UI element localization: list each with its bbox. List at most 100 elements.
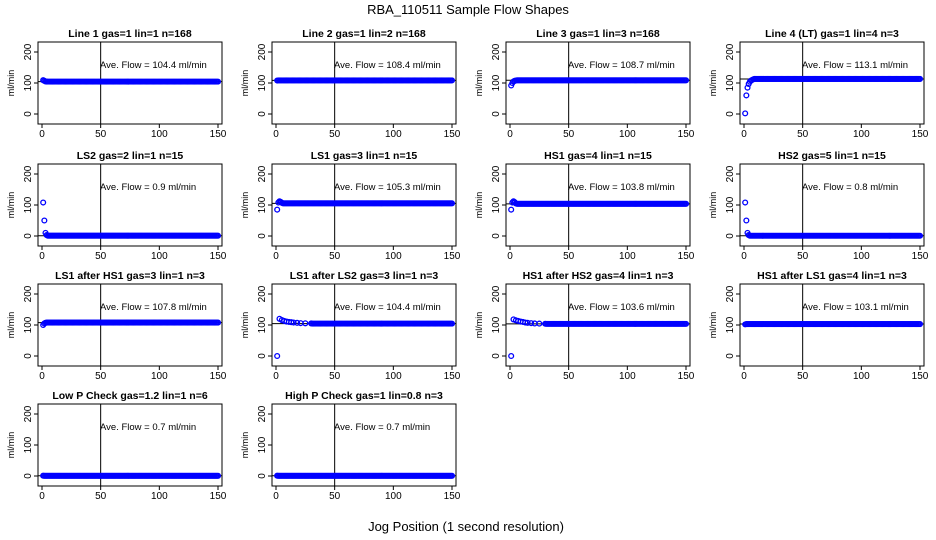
data-point <box>682 77 690 84</box>
y-axis-title: ml/min <box>708 70 718 97</box>
data-point <box>290 319 297 326</box>
y-tick-label: 100 <box>491 316 502 333</box>
average-flow-annotation: Ave. Flow = 108.4 ml/min <box>334 60 441 71</box>
x-tick-label: 50 <box>797 371 809 382</box>
x-tick-label: 50 <box>563 251 575 262</box>
y-tick-label: 100 <box>23 436 34 453</box>
data-point <box>214 232 222 239</box>
x-tick-label: 0 <box>39 129 45 140</box>
x-tick-label: 0 <box>741 371 747 382</box>
x-tick-label: 150 <box>678 129 695 140</box>
y-axis-title: ml/min <box>6 192 16 219</box>
average-flow-annotation: Ave. Flow = 105.3 ml/min <box>334 182 441 193</box>
panel-11: HS1 after HS2 gas=4 lin=1 n=3 0 50 100 150 0 1… <box>474 270 695 382</box>
data-point <box>682 320 690 327</box>
x-tick-label: 0 <box>273 251 279 262</box>
average-flow-annotation: Ave. Flow = 0.7 ml/min <box>334 422 430 433</box>
x-tick-label: 150 <box>210 491 227 502</box>
y-tick-label: 200 <box>257 405 268 422</box>
x-tick-label: 100 <box>619 129 636 140</box>
data-point <box>742 199 749 206</box>
panel-13: Low P Check gas=1.2 lin=1 n=6 0 50 100 150 0 1… <box>6 390 227 502</box>
y-axis-title: ml/min <box>6 312 16 339</box>
y-tick-label: 0 <box>23 111 34 117</box>
data-point <box>743 217 750 224</box>
data-point <box>682 200 690 207</box>
x-tick-label: 50 <box>563 129 575 140</box>
data-point <box>528 320 535 327</box>
panel-title: LS1 after HS1 gas=3 lin=1 n=3 <box>55 270 205 282</box>
x-tick-label: 150 <box>912 251 929 262</box>
x-tick-label: 100 <box>385 129 402 140</box>
panel-title: Line 4 (LT) gas=1 lin=4 n=3 <box>765 28 899 40</box>
data-point <box>302 320 309 327</box>
figure-title: RBA_110511 Sample Flow Shapes <box>367 2 569 17</box>
y-axis-title: ml/min <box>708 192 718 219</box>
data-point <box>214 78 222 85</box>
y-tick-label: 0 <box>257 353 268 359</box>
x-tick-label: 150 <box>678 251 695 262</box>
data-point <box>522 319 529 326</box>
data-point <box>448 200 456 207</box>
x-tick-label: 0 <box>741 251 747 262</box>
y-axis-title: ml/min <box>474 312 484 339</box>
x-tick-label: 0 <box>273 491 279 502</box>
panel-title: HS1 gas=4 lin=1 n=15 <box>544 150 652 162</box>
x-tick-label: 50 <box>329 129 341 140</box>
average-flow-annotation: Ave. Flow = 104.4 ml/min <box>334 302 441 313</box>
average-flow-annotation: Ave. Flow = 104.4 ml/min <box>100 60 207 71</box>
panel-6: LS1 gas=3 lin=1 n=15 0 50 100 150 0 100 200 ml/m… <box>240 150 461 262</box>
x-tick-label: 150 <box>210 251 227 262</box>
y-axis-title: ml/min <box>240 70 250 97</box>
y-tick-label: 100 <box>491 196 502 213</box>
y-tick-label: 100 <box>257 316 268 333</box>
data-point <box>536 320 543 327</box>
data-point <box>448 320 456 327</box>
x-tick-label: 50 <box>95 251 107 262</box>
y-tick-label: 100 <box>725 74 736 91</box>
data-point <box>743 92 750 99</box>
y-tick-label: 200 <box>725 43 736 60</box>
panel-10: LS1 after LS2 gas=3 lin=1 n=3 0 50 100 150 0 1… <box>240 270 461 382</box>
x-tick-label: 50 <box>95 371 107 382</box>
data-point <box>524 319 531 326</box>
y-tick-label: 200 <box>491 165 502 182</box>
data-point <box>744 84 751 91</box>
data-point <box>294 319 301 326</box>
x-tick-label: 50 <box>329 371 341 382</box>
data-point <box>41 217 48 224</box>
x-tick-label: 150 <box>678 371 695 382</box>
y-axis-title: ml/min <box>474 192 484 219</box>
average-flow-annotation: Ave. Flow = 107.8 ml/min <box>100 302 207 313</box>
x-tick-label: 100 <box>853 371 870 382</box>
x-tick-label: 100 <box>385 251 402 262</box>
x-tick-label: 100 <box>151 129 168 140</box>
x-tick-label: 0 <box>273 371 279 382</box>
y-tick-label: 200 <box>23 285 34 302</box>
data-point <box>448 77 456 84</box>
x-tick-label: 150 <box>210 371 227 382</box>
x-tick-label: 50 <box>95 491 107 502</box>
x-tick-label: 0 <box>39 491 45 502</box>
panel-title: HS1 after HS2 gas=4 lin=1 n=3 <box>523 270 674 282</box>
data-point <box>508 206 515 213</box>
y-tick-label: 100 <box>725 316 736 333</box>
y-tick-label: 200 <box>491 43 502 60</box>
average-flow-annotation: Ave. Flow = 103.1 ml/min <box>802 302 909 313</box>
x-tick-label: 150 <box>444 371 461 382</box>
y-tick-label: 200 <box>257 285 268 302</box>
x-tick-label: 50 <box>95 129 107 140</box>
data-point <box>288 319 295 326</box>
data-point <box>448 472 456 479</box>
y-tick-label: 200 <box>23 43 34 60</box>
y-tick-label: 0 <box>23 353 34 359</box>
data-point <box>916 75 924 82</box>
panel-4: Line 4 (LT) gas=1 lin=4 n=3 0 50 100 150 0 100… <box>708 28 929 140</box>
data-point <box>274 206 281 213</box>
y-tick-label: 0 <box>257 233 268 239</box>
y-tick-label: 100 <box>491 74 502 91</box>
x-tick-label: 0 <box>273 129 279 140</box>
panel-3: Line 3 gas=1 lin=3 n=168 0 50 100 150 0 100 200… <box>474 28 695 140</box>
x-tick-label: 100 <box>151 491 168 502</box>
